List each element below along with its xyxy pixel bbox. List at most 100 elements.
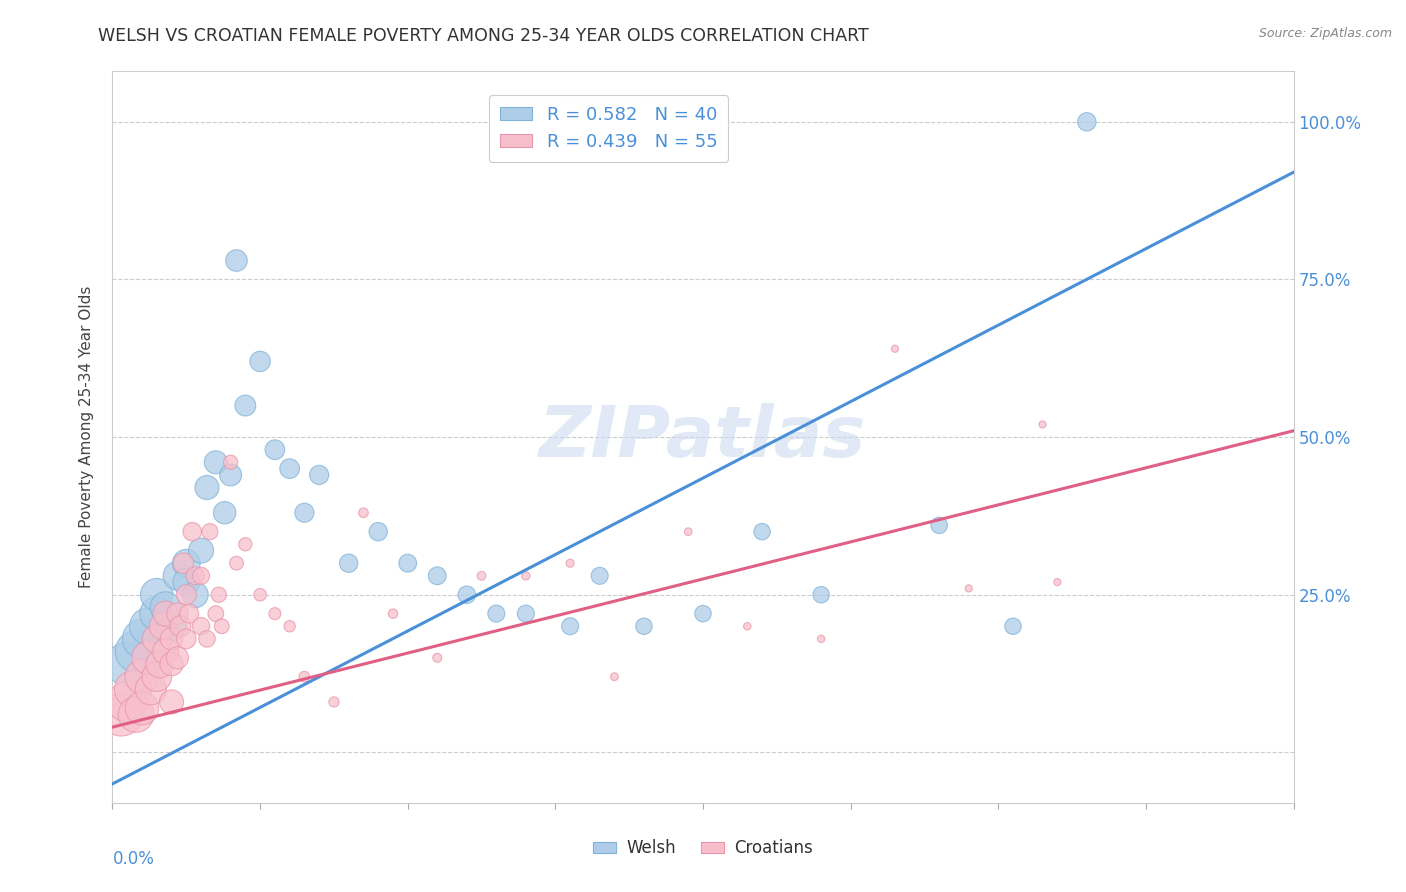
Point xyxy=(166,607,188,621)
Point xyxy=(225,253,247,268)
Point xyxy=(515,569,537,583)
Point xyxy=(352,506,374,520)
Point xyxy=(396,556,419,570)
Point xyxy=(249,354,271,368)
Point xyxy=(169,619,191,633)
Point xyxy=(558,619,582,633)
Point xyxy=(155,607,177,621)
Point xyxy=(131,701,153,715)
Point xyxy=(426,569,449,583)
Point xyxy=(1076,115,1098,129)
Point xyxy=(884,342,907,356)
Point xyxy=(208,588,231,602)
Point xyxy=(737,619,759,633)
Point xyxy=(1046,575,1069,590)
Point xyxy=(1001,619,1024,633)
Point xyxy=(456,588,478,602)
Text: 0.0%: 0.0% xyxy=(112,850,155,868)
Point xyxy=(278,461,301,475)
Point xyxy=(214,506,236,520)
Point xyxy=(588,569,610,583)
Point xyxy=(810,632,832,646)
Point xyxy=(233,537,256,551)
Point xyxy=(160,657,183,671)
Point xyxy=(152,619,174,633)
Point xyxy=(125,644,148,658)
Point xyxy=(125,707,148,722)
Point xyxy=(155,600,177,615)
Point xyxy=(172,556,194,570)
Point xyxy=(323,695,346,709)
Point xyxy=(278,619,301,633)
Point xyxy=(198,524,221,539)
Point xyxy=(179,607,201,621)
Point xyxy=(174,575,197,590)
Point xyxy=(146,588,169,602)
Point xyxy=(558,556,582,570)
Point xyxy=(249,588,271,602)
Point xyxy=(470,569,494,583)
Point xyxy=(190,569,212,583)
Point xyxy=(382,607,405,621)
Legend: Welsh, Croatians: Welsh, Croatians xyxy=(586,832,820,864)
Point xyxy=(190,543,212,558)
Point xyxy=(166,569,188,583)
Text: ZIPatlas: ZIPatlas xyxy=(540,402,866,472)
Point xyxy=(678,524,700,539)
Point xyxy=(426,650,449,665)
Point xyxy=(308,467,330,482)
Point xyxy=(190,619,212,633)
Point xyxy=(233,399,256,413)
Point xyxy=(211,619,233,633)
Point xyxy=(117,657,138,671)
Point xyxy=(174,556,197,570)
Point xyxy=(205,455,228,469)
Point xyxy=(205,607,228,621)
Y-axis label: Female Poverty Among 25-34 Year Olds: Female Poverty Among 25-34 Year Olds xyxy=(79,286,94,588)
Point xyxy=(633,619,655,633)
Point xyxy=(166,650,188,665)
Point xyxy=(149,657,172,671)
Point xyxy=(603,670,626,684)
Point xyxy=(928,518,950,533)
Point xyxy=(146,632,169,646)
Point xyxy=(136,650,159,665)
Point xyxy=(292,506,315,520)
Point xyxy=(174,588,197,602)
Point xyxy=(155,644,177,658)
Point xyxy=(131,632,153,646)
Point xyxy=(264,442,287,457)
Point xyxy=(485,607,508,621)
Point xyxy=(146,670,169,684)
Point xyxy=(146,607,169,621)
Point xyxy=(195,481,218,495)
Point xyxy=(219,455,242,469)
Point xyxy=(181,524,204,539)
Point xyxy=(292,670,315,684)
Point xyxy=(337,556,360,570)
Point xyxy=(160,695,183,709)
Point xyxy=(219,467,242,482)
Point xyxy=(160,632,183,646)
Point xyxy=(184,588,207,602)
Point xyxy=(131,670,153,684)
Point xyxy=(957,582,980,596)
Point xyxy=(136,619,159,633)
Point xyxy=(184,569,207,583)
Point xyxy=(367,524,389,539)
Point xyxy=(160,619,183,633)
Text: Source: ZipAtlas.com: Source: ZipAtlas.com xyxy=(1258,27,1392,40)
Point xyxy=(810,588,832,602)
Point xyxy=(692,607,714,621)
Point xyxy=(751,524,773,539)
Point xyxy=(122,682,145,697)
Point xyxy=(195,632,218,646)
Point xyxy=(110,707,132,722)
Point xyxy=(515,607,537,621)
Point xyxy=(1032,417,1054,432)
Point xyxy=(117,695,138,709)
Point xyxy=(139,682,162,697)
Point xyxy=(174,632,197,646)
Point xyxy=(264,607,287,621)
Text: WELSH VS CROATIAN FEMALE POVERTY AMONG 25-34 YEAR OLDS CORRELATION CHART: WELSH VS CROATIAN FEMALE POVERTY AMONG 2… xyxy=(98,27,869,45)
